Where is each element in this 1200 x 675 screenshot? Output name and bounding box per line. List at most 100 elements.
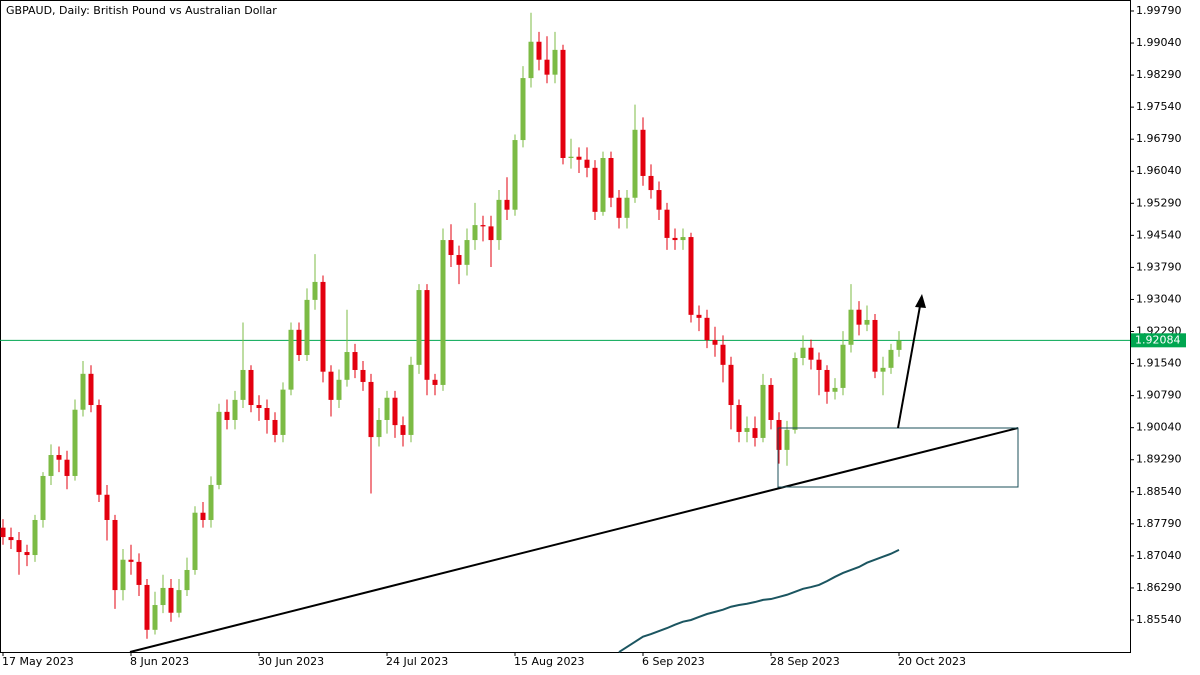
x-tick-label: 24 Jul 2023 [386, 655, 448, 668]
y-tick-label: 1.90790 [1136, 389, 1182, 402]
candle-body [576, 156, 582, 160]
candle-body [472, 225, 478, 241]
y-tick-label: 1.86290 [1136, 581, 1182, 594]
x-tick-label: 28 Sep 2023 [770, 655, 840, 668]
candle-body [640, 129, 646, 176]
candle-body [440, 240, 446, 385]
trend-line [129, 427, 1019, 653]
candle-body [128, 559, 134, 562]
candle-body [632, 129, 638, 198]
marks [0, 12, 1130, 653]
candle-body [432, 379, 438, 385]
candle-body [568, 156, 574, 158]
candle-body [696, 314, 702, 318]
candle-body [760, 384, 766, 438]
y-tick-label: 1.91540 [1136, 357, 1182, 370]
candle-body [672, 237, 678, 241]
candle-body [80, 373, 86, 410]
candle-body [784, 429, 790, 450]
candle-body [344, 352, 350, 380]
candle-body [56, 455, 62, 460]
y-tick-label: 1.87040 [1136, 549, 1182, 562]
candle-body [776, 419, 782, 450]
candle-body [832, 387, 838, 392]
x-tick-label: 6 Sep 2023 [642, 655, 705, 668]
candle-body [224, 411, 230, 420]
candle-body [112, 519, 118, 591]
candle-body [88, 373, 94, 406]
candle-body [64, 459, 70, 476]
candle-body [368, 381, 374, 438]
candle-body [32, 519, 38, 556]
candle-body [808, 347, 814, 360]
candle-body [656, 190, 662, 210]
candle-body [768, 384, 774, 420]
candle-body [712, 340, 718, 345]
candle-body [104, 494, 110, 520]
candle-body [304, 299, 310, 356]
candle-body [360, 369, 366, 382]
y-tick-label: 1.85540 [1136, 613, 1182, 626]
candle-body [864, 319, 870, 325]
candle-body [848, 309, 854, 345]
candle-body [352, 352, 358, 370]
x-tick-label: 30 Jun 2023 [258, 655, 324, 668]
chart-title: GBPAUD, Daily: British Pound vs Australi… [6, 4, 277, 17]
candle-body [616, 197, 622, 218]
plot-border [0, 0, 1131, 653]
candle-body [872, 319, 878, 372]
candle-body [168, 587, 174, 613]
candle-body [384, 397, 390, 420]
candle-body [480, 225, 486, 227]
candle-body [528, 41, 534, 79]
candle-body [144, 584, 150, 630]
candle-body [152, 605, 158, 630]
candle-body [584, 159, 590, 168]
y-tick-label: 1.99790 [1136, 4, 1182, 17]
candle-body [256, 405, 262, 409]
candle-body [464, 240, 470, 265]
candle-body [720, 344, 726, 365]
candle-body [280, 389, 286, 435]
candle-body [328, 371, 334, 400]
y-tick-label: 1.87790 [1136, 517, 1182, 530]
candle-body [200, 512, 206, 520]
candle-body [744, 428, 750, 432]
candle-body [456, 255, 462, 265]
candle-body [336, 379, 342, 400]
candle-body [232, 399, 238, 420]
candle-body [888, 349, 894, 368]
candle-body [800, 347, 806, 359]
candle-body [816, 359, 822, 370]
current-price-label: 1.92084 [1135, 333, 1181, 346]
candle-body [600, 157, 606, 212]
candle-body [376, 419, 382, 438]
moving-average [618, 548, 900, 653]
candle-body [240, 369, 246, 400]
current-price-tag [1131, 333, 1186, 348]
candle-body [176, 590, 182, 613]
candle-body [544, 59, 550, 75]
candle-body [648, 175, 654, 191]
candle-body [296, 329, 302, 356]
candle-body [416, 290, 422, 365]
candle-body [504, 199, 510, 210]
candle-body [792, 358, 798, 430]
candle-body [560, 49, 566, 158]
candle-body [424, 290, 430, 380]
candle-body [752, 428, 758, 438]
candle-body [552, 49, 558, 75]
y-tick-label: 1.88540 [1136, 485, 1182, 498]
x-tick-label: 17 May 2023 [2, 655, 74, 668]
candle-body [896, 340, 902, 350]
candle-body [408, 364, 414, 435]
candle-body [160, 587, 166, 606]
candle-body [680, 237, 686, 241]
candle-body [312, 281, 318, 300]
candle-body [488, 226, 494, 241]
candle-body [136, 561, 142, 585]
candle-body [592, 167, 598, 212]
y-tick-label: 1.98290 [1136, 68, 1182, 81]
